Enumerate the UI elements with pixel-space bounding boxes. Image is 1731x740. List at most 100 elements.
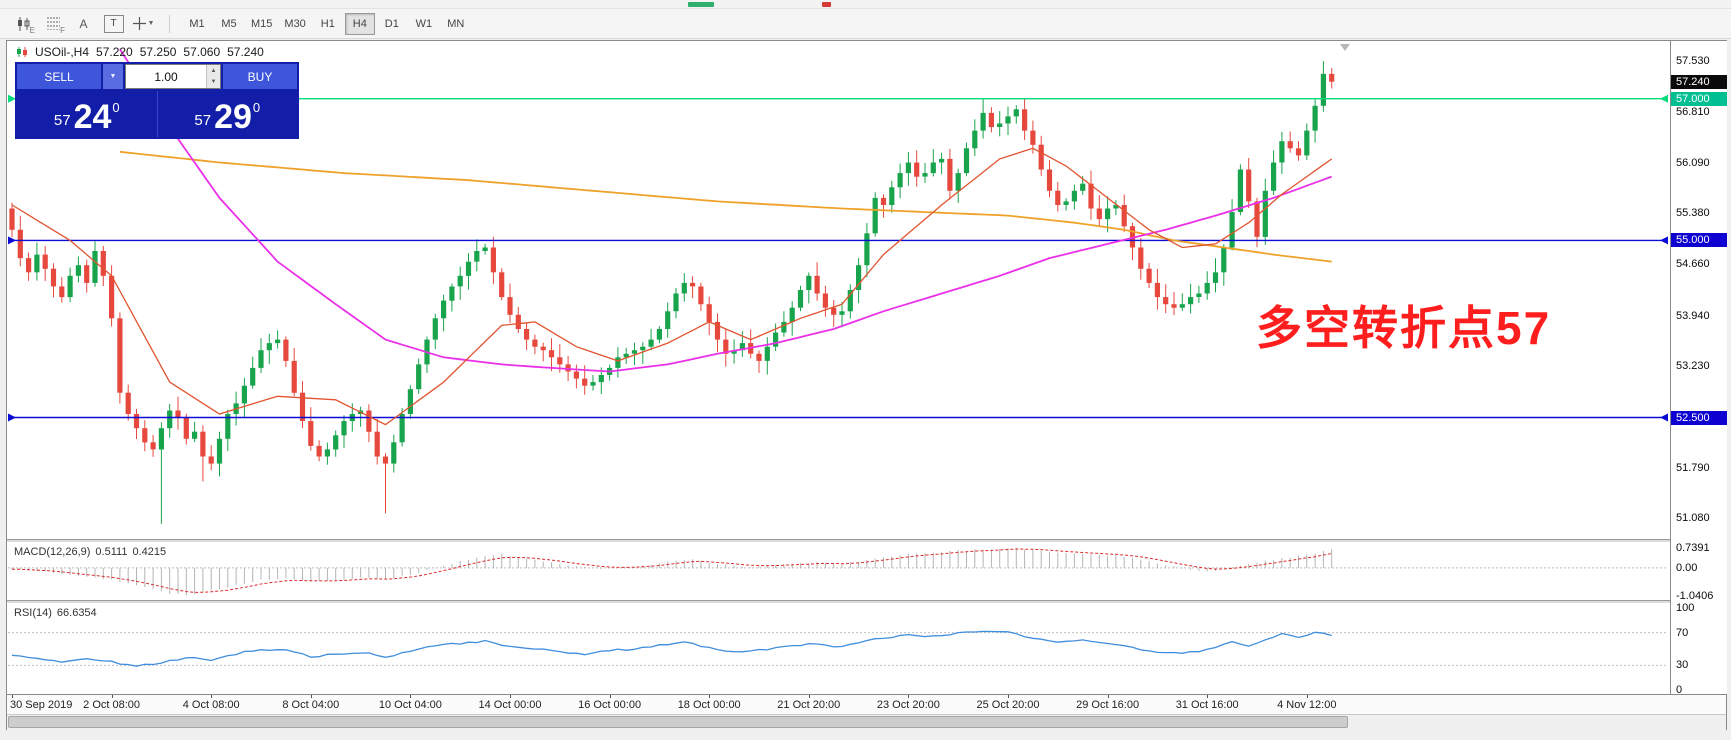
sell-button[interactable]: SELL xyxy=(17,64,101,89)
volume-up-icon[interactable]: ▲ xyxy=(207,65,220,77)
ohlc-open: 57.220 xyxy=(96,45,133,59)
price-tick-label: 57.530 xyxy=(1676,55,1710,68)
grid-chart-icon[interactable]: F xyxy=(40,13,67,35)
time-label: 4 Oct 08:00 xyxy=(182,699,240,711)
price-tick-label: 51.080 xyxy=(1676,512,1710,525)
chart-title: USOil-,H4 57.220 57.250 57.060 57.240 xyxy=(16,45,264,59)
candles-glyph xyxy=(17,16,29,31)
candles-sub-label: E xyxy=(29,25,35,35)
text-tool-glyph: T xyxy=(103,14,124,33)
buy-button[interactable]: BUY xyxy=(223,64,297,89)
macd-axis-label: -1.0406 xyxy=(1676,590,1714,602)
time-tick xyxy=(609,695,611,698)
buy-price[interactable]: 57 29 0 xyxy=(156,91,298,137)
window-top-cutoff xyxy=(0,0,1731,9)
rsi-indicator-label: RSI(14) 66.6354 xyxy=(14,607,102,619)
crosshair-glyph xyxy=(132,17,146,30)
timeframe-h4[interactable]: H4 xyxy=(344,12,375,35)
time-tick xyxy=(510,695,511,698)
chart-symbol-icon xyxy=(17,47,27,57)
letter-a-icon[interactable]: A xyxy=(70,13,97,35)
panel-separator-rsi[interactable] xyxy=(7,600,1726,604)
price-axis[interactable]: 57.530 56.810 56.090 55.380 54.660 53.940 53.2… xyxy=(1670,41,1727,694)
sell-price-big: 24 xyxy=(73,98,112,137)
buy-price-sup: 0 xyxy=(252,100,261,115)
panel-separator-macd[interactable] xyxy=(7,539,1726,543)
grid-glyph xyxy=(47,17,60,30)
timeframe-m30[interactable]: M30 xyxy=(279,13,310,35)
chart-annotation-text: 多空转折点57 xyxy=(1256,302,1552,354)
ohlc-close: 57.240 xyxy=(227,45,264,59)
one-click-trading-panel: SELL ▼ ▲ ▼ BUY 57 24 0 57 29 0 xyxy=(15,62,299,139)
timeframe-m15[interactable]: M15 xyxy=(246,13,277,35)
price-tick-label: 53.230 xyxy=(1676,359,1710,372)
candlestick-chart-icon[interactable]: E xyxy=(10,13,37,35)
buy-price-prefix: 57 xyxy=(194,112,212,129)
time-axis[interactable]: 30 Sep 2019 2 Oct 08:00 4 Oct 08:00 8 Oct 0… xyxy=(7,694,1726,714)
macd-axis-label: 0.7391 xyxy=(1676,542,1710,554)
price-tick-label: 54.660 xyxy=(1676,258,1710,271)
time-label: 23 Oct 20:00 xyxy=(876,699,940,711)
toolbar-separator xyxy=(169,14,170,33)
time-tick xyxy=(211,695,213,698)
time-label: 29 Oct 16:00 xyxy=(1076,699,1140,711)
rsi-axis-label: 30 xyxy=(1676,659,1689,672)
text-tool-icon[interactable]: T xyxy=(100,13,127,35)
macd-signal-value: 0.4215 xyxy=(132,546,167,558)
buy-price-big: 29 xyxy=(214,98,252,137)
rsi-axis-label: 0 xyxy=(1676,684,1683,694)
time-tick xyxy=(1107,695,1109,698)
sell-price-sup: 0 xyxy=(112,100,120,115)
rsi-title: RSI(14) xyxy=(14,607,52,619)
time-tick xyxy=(908,695,910,698)
macd-panel-canvas[interactable] xyxy=(8,544,1668,599)
volume-box: ▲ ▼ xyxy=(125,64,221,89)
price-badge: 55.000 xyxy=(1671,233,1727,248)
time-tick xyxy=(310,695,312,698)
time-label: 2 Oct 08:00 xyxy=(83,699,141,711)
time-label: 31 Oct 16:00 xyxy=(1175,699,1239,711)
time-label: 8 Oct 04:00 xyxy=(282,699,340,711)
rsi-axis-label: 70 xyxy=(1676,626,1689,639)
volume-spinner: ▲ ▼ xyxy=(206,65,220,88)
time-label: 18 Oct 00:00 xyxy=(677,699,741,711)
rsi-value: 66.6354 xyxy=(56,607,97,619)
horizontal-scrollbar[interactable] xyxy=(7,714,1726,730)
timeframe-mn[interactable]: MN xyxy=(441,13,471,35)
time-tick xyxy=(1207,695,1209,698)
sell-price[interactable]: 57 24 0 xyxy=(17,91,157,137)
volume-down-icon[interactable]: ▼ xyxy=(207,76,220,88)
volume-input[interactable] xyxy=(126,65,206,88)
crosshair-tool-icon[interactable]: ▼ xyxy=(130,13,157,35)
time-tick xyxy=(12,695,13,698)
timeframe-m1[interactable]: M1 xyxy=(182,13,212,35)
time-tick xyxy=(111,695,113,698)
price-badge: 57.000 xyxy=(1671,91,1727,106)
timeframe-h1[interactable]: H1 xyxy=(313,13,343,35)
price-tick-label: 51.790 xyxy=(1676,461,1710,474)
time-label: 4 Nov 12:00 xyxy=(1277,699,1337,711)
timeframe-w1[interactable]: W1 xyxy=(409,13,439,35)
time-label: 14 Oct 00:00 xyxy=(478,699,542,711)
timeframe-m5[interactable]: M5 xyxy=(214,13,244,35)
price-tick-label: 56.810 xyxy=(1676,106,1710,119)
time-tick xyxy=(709,695,711,698)
chevron-down-icon: ▼ xyxy=(147,20,155,27)
price-tick-label: 55.380 xyxy=(1676,207,1710,220)
time-label: 21 Oct 20:00 xyxy=(777,699,841,711)
time-tick xyxy=(808,695,810,698)
time-label: 10 Oct 04:00 xyxy=(378,699,442,711)
price-tick-label: 53.940 xyxy=(1676,309,1710,322)
symbol-timeframe-label: USOil-,H4 xyxy=(35,45,90,59)
price-badge: 52.500 xyxy=(1671,410,1727,425)
price-badge: 57.240 xyxy=(1671,74,1727,89)
macd-title: MACD(12,26,9) xyxy=(14,546,91,558)
scrollbar-thumb[interactable] xyxy=(8,716,1348,728)
time-tick xyxy=(1306,695,1308,698)
volume-dropdown-icon[interactable]: ▼ xyxy=(103,64,123,89)
timeframe-d1[interactable]: D1 xyxy=(377,13,407,35)
rsi-panel-canvas[interactable] xyxy=(8,605,1668,693)
ohlc-low: 57.060 xyxy=(183,45,221,59)
main-toolbar: E F A T ▼ M1 M5 M15 M30 H1 H4 D1 W1 MN xyxy=(0,9,1731,39)
